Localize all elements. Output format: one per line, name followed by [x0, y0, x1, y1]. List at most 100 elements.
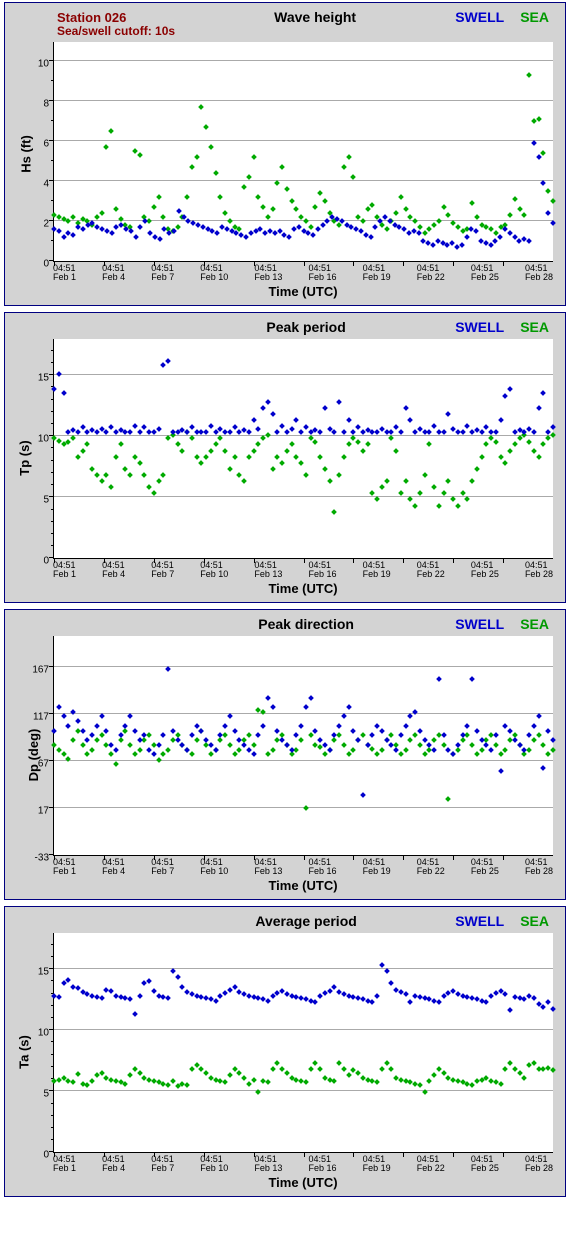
data-point	[503, 1066, 509, 1072]
data-point	[284, 742, 290, 748]
legend-sea: SEA	[520, 9, 549, 25]
data-point	[393, 211, 399, 217]
y-minor-tick	[51, 350, 54, 351]
data-point	[279, 460, 285, 466]
x-tick-mark	[304, 558, 305, 563]
data-point	[303, 472, 309, 478]
x-tick-mark	[304, 855, 305, 860]
data-point	[132, 1011, 138, 1017]
data-point	[436, 1066, 442, 1072]
data-point	[51, 728, 57, 734]
data-point	[213, 998, 219, 1004]
data-point	[179, 448, 185, 454]
data-point	[474, 215, 480, 221]
data-point	[256, 426, 262, 432]
data-point	[137, 460, 143, 466]
data-point	[99, 478, 105, 484]
y-minor-tick	[51, 120, 54, 121]
y-minor-tick	[51, 472, 54, 473]
data-point	[284, 448, 290, 454]
data-point	[146, 484, 152, 490]
data-point	[94, 472, 100, 478]
data-point	[108, 129, 114, 135]
y-minor-tick	[51, 411, 54, 412]
data-point	[493, 439, 499, 445]
data-point	[526, 439, 532, 445]
gridline	[54, 760, 553, 761]
data-point	[160, 472, 166, 478]
data-point	[469, 201, 475, 207]
data-point	[541, 766, 547, 772]
y-tick-label: 167	[25, 664, 49, 675]
x-tick-label: 04:51Feb 25	[471, 858, 499, 876]
x-tick-mark	[54, 261, 55, 266]
x-tick-mark	[254, 558, 255, 563]
data-point	[156, 742, 162, 748]
data-point	[512, 197, 518, 203]
data-point	[346, 417, 352, 423]
data-point	[308, 225, 314, 231]
data-point	[474, 751, 480, 757]
legend-swell: SWELL	[455, 913, 504, 929]
data-point	[113, 454, 119, 460]
data-point	[550, 199, 556, 205]
data-point	[441, 733, 447, 739]
x-tick-label: 04:51Feb 4	[102, 858, 125, 876]
data-point	[493, 239, 499, 245]
y-minor-tick	[51, 447, 54, 448]
y-tick-label: 67	[25, 759, 49, 770]
data-point	[151, 988, 157, 994]
x-tick-label: 04:51Feb 22	[417, 264, 445, 282]
y-tick-label: 10	[25, 1028, 49, 1039]
data-point	[332, 509, 338, 515]
data-point	[70, 233, 76, 239]
gridline	[54, 496, 553, 497]
data-point	[118, 733, 124, 739]
data-point	[65, 977, 71, 983]
data-point	[313, 999, 319, 1005]
x-axis-label: Time (UTC)	[53, 282, 553, 301]
x-tick-mark	[104, 261, 105, 266]
data-point	[317, 429, 323, 435]
data-point	[379, 1066, 385, 1072]
data-point	[503, 393, 509, 399]
data-point	[455, 742, 461, 748]
data-point	[142, 219, 148, 225]
y-tick-mark	[49, 496, 54, 497]
data-point	[51, 742, 57, 748]
data-point	[127, 997, 133, 1003]
data-point	[545, 751, 551, 757]
plot-area	[53, 339, 553, 559]
data-point	[341, 165, 347, 171]
data-point	[80, 425, 86, 431]
x-tick-label: 04:51Feb 16	[309, 264, 337, 282]
y-tick-label: 2	[25, 219, 49, 230]
data-point	[303, 704, 309, 710]
data-point	[531, 1060, 537, 1066]
x-tick-mark	[503, 261, 504, 266]
x-tick-label: 04:51Feb 22	[417, 1155, 445, 1173]
x-tick-label: 04:51Feb 25	[471, 1155, 499, 1173]
data-point	[260, 723, 266, 729]
data-point	[203, 737, 209, 743]
data-point	[160, 733, 166, 739]
data-point	[403, 747, 409, 753]
data-point	[94, 429, 100, 435]
data-point	[332, 984, 338, 990]
data-point	[550, 425, 556, 431]
x-tick-label: 04:51Feb 13	[254, 1155, 282, 1173]
chart-panel: Peak directionSWELLSEADp (deg)-331767117…	[4, 609, 566, 900]
x-tick-label: 04:51Feb 19	[363, 858, 391, 876]
y-minor-tick	[51, 980, 54, 981]
data-point	[441, 429, 447, 435]
data-point	[474, 728, 480, 734]
data-point	[384, 1060, 390, 1066]
data-point	[56, 747, 62, 753]
y-tick-label: 10	[25, 59, 49, 70]
data-point	[393, 448, 399, 454]
data-point	[84, 737, 90, 743]
data-point	[141, 425, 147, 431]
data-point	[427, 742, 433, 748]
data-point	[384, 968, 390, 974]
y-tick-label: 117	[25, 711, 49, 722]
